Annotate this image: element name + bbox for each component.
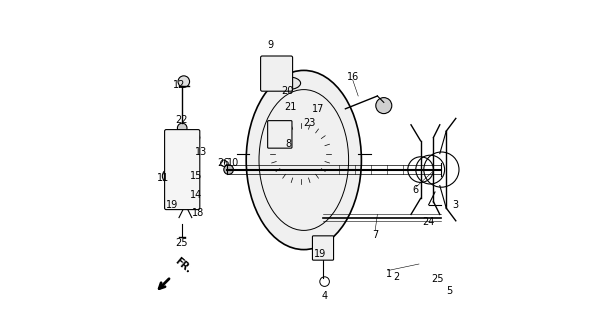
Text: 3: 3 — [452, 200, 458, 210]
Text: 24: 24 — [422, 217, 434, 228]
Ellipse shape — [275, 77, 301, 90]
Circle shape — [376, 98, 392, 114]
Circle shape — [294, 147, 307, 160]
Text: 26: 26 — [217, 158, 230, 168]
Circle shape — [177, 123, 187, 133]
Text: 10: 10 — [227, 158, 239, 168]
Text: 13: 13 — [195, 147, 207, 157]
Text: 16: 16 — [348, 72, 360, 82]
Text: 6: 6 — [413, 185, 419, 196]
Text: 20: 20 — [282, 86, 294, 96]
Text: 8: 8 — [286, 139, 292, 149]
Text: 7: 7 — [373, 230, 379, 240]
Text: 22: 22 — [175, 115, 187, 125]
Ellipse shape — [246, 70, 362, 250]
Text: 25: 25 — [431, 274, 443, 284]
Text: 23: 23 — [303, 118, 316, 128]
Circle shape — [275, 128, 326, 179]
Text: 9: 9 — [267, 40, 273, 50]
FancyBboxPatch shape — [260, 56, 293, 91]
Text: 11: 11 — [157, 172, 169, 183]
Text: 5: 5 — [446, 286, 453, 296]
Text: FR.: FR. — [173, 256, 193, 275]
Text: 18: 18 — [192, 208, 204, 218]
Text: 12: 12 — [173, 80, 185, 90]
FancyBboxPatch shape — [268, 121, 292, 148]
Text: 2: 2 — [394, 272, 400, 282]
FancyBboxPatch shape — [313, 236, 333, 260]
Circle shape — [285, 189, 323, 227]
Circle shape — [193, 134, 200, 141]
Text: 17: 17 — [312, 104, 324, 114]
Circle shape — [192, 176, 198, 182]
Text: 19: 19 — [166, 200, 178, 210]
Text: 19: 19 — [314, 249, 327, 260]
Text: 1: 1 — [386, 268, 392, 279]
Circle shape — [162, 169, 176, 183]
Text: 14: 14 — [190, 190, 202, 200]
Text: 4: 4 — [322, 291, 328, 301]
Text: 25: 25 — [176, 237, 188, 248]
Circle shape — [178, 76, 190, 87]
FancyBboxPatch shape — [165, 130, 200, 210]
Circle shape — [223, 165, 233, 174]
Circle shape — [192, 170, 198, 176]
Circle shape — [307, 114, 323, 130]
Text: 15: 15 — [190, 171, 203, 181]
Circle shape — [302, 109, 328, 134]
Text: 21: 21 — [284, 102, 297, 112]
Circle shape — [280, 80, 286, 86]
